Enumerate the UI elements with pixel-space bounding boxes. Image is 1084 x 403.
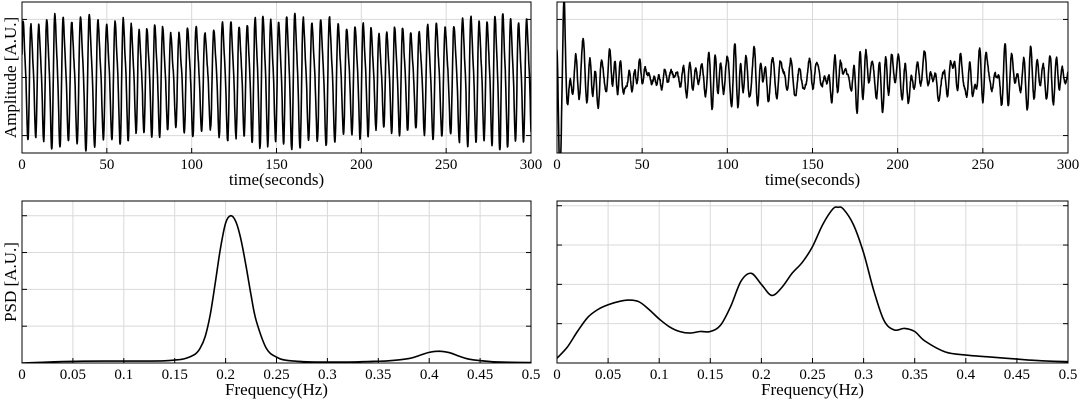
x-tick-label: 0.2 <box>216 367 235 383</box>
x-tick-label: 200 <box>350 157 373 173</box>
time-series-plot-left: 0 50 100 150 200 250 300 time(seconds) Amplitude… <box>1 1 543 189</box>
psd-plot-right: 0 0.05 0.1 0.15 0.2 0.25 0.3 0.35 0.4 0.45 0.5 Freq… <box>553 200 1078 399</box>
x-tick-label: 50 <box>99 157 114 173</box>
x-tick-label: 50 <box>635 157 650 173</box>
x-tick-label: 0.1 <box>114 367 133 383</box>
series-line <box>22 214 531 363</box>
x-tick-label: 250 <box>435 157 458 173</box>
x-tick-label: 0.3 <box>318 367 337 383</box>
x-tick-label: 0.35 <box>365 367 391 383</box>
x-tick-label: 0.4 <box>956 367 975 383</box>
x-axis-label: time(seconds) <box>765 170 860 189</box>
x-tick-label: 300 <box>1057 157 1080 173</box>
x-tick-label: 0 <box>553 157 561 173</box>
x-tick-label: 0 <box>18 157 26 173</box>
x-tick-label: 0.5 <box>522 367 541 383</box>
x-tick-label: 150 <box>801 157 824 173</box>
x-tick-label: 0 <box>18 367 26 383</box>
x-tick-label: 0.35 <box>902 367 928 383</box>
x-axis-label: Frequency(Hz) <box>761 380 864 399</box>
time-series-plot-right: 0 50 100 150 200 250 300 time(seconds) <box>553 1 1079 189</box>
x-tick-label: 0.45 <box>467 367 493 383</box>
x-tick-label: 0.15 <box>162 367 188 383</box>
x-tick-label: 250 <box>972 157 995 173</box>
x-tick-label: 0.15 <box>697 367 723 383</box>
x-tick-label: 0.5 <box>1059 367 1078 383</box>
x-tick-label: 0.3 <box>854 367 873 383</box>
series-line <box>557 206 1068 363</box>
x-tick-label: 0.1 <box>650 367 669 383</box>
x-tick-label: 200 <box>886 157 909 173</box>
x-axis-label: time(seconds) <box>229 170 324 189</box>
x-tick-label: 300 <box>520 157 543 173</box>
psd-plot-left: 0 0.05 0.1 0.15 0.2 0.25 0.3 0.35 0.4 0.45 0.5 Freq… <box>1 200 541 399</box>
x-tick-label: 0 <box>553 367 561 383</box>
series-line <box>557 2 1068 153</box>
x-tick-label: 150 <box>265 157 288 173</box>
x-tick-label: 0.4 <box>420 367 439 383</box>
x-tick-label: 0.25 <box>263 367 289 383</box>
x-axis-label: Frequency(Hz) <box>225 380 328 399</box>
x-tick-label: 0.05 <box>595 367 621 383</box>
x-tick-label: 100 <box>180 157 203 173</box>
x-tick-label: 0.25 <box>799 367 825 383</box>
y-axis-label: Amplitude [A.U.] <box>1 17 20 138</box>
series-line <box>22 12 531 152</box>
y-axis-label: PSD [A.U.] <box>1 242 20 322</box>
x-tick-label: 0.45 <box>1004 367 1030 383</box>
x-tick-label: 100 <box>716 157 739 173</box>
x-tick-label: 0.05 <box>60 367 86 383</box>
x-tick-label: 0.2 <box>752 367 771 383</box>
